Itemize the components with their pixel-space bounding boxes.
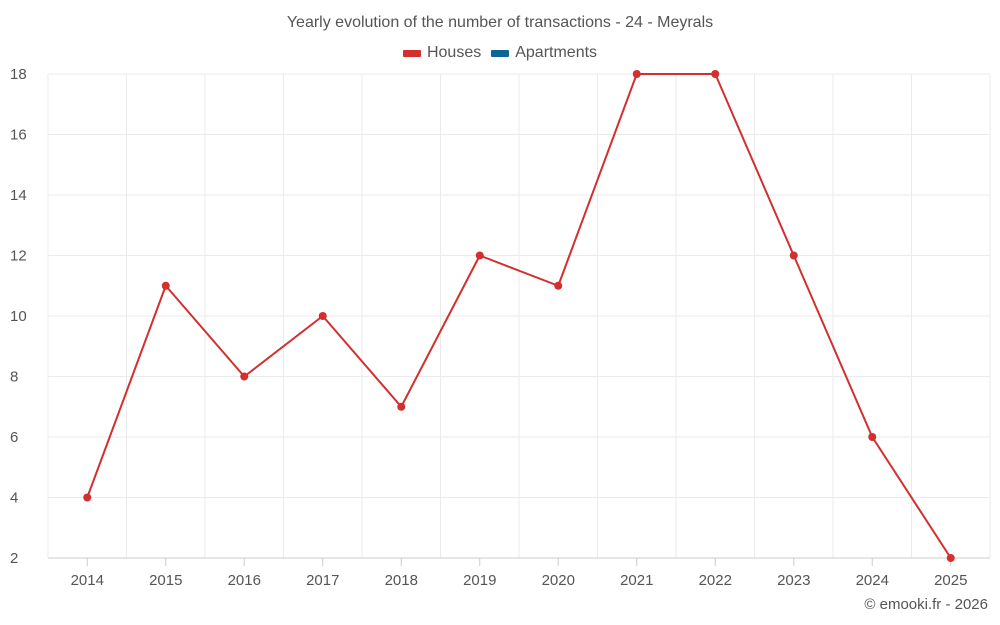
y-tick-label: 12 [10,248,27,265]
x-tick-label: 2016 [228,572,261,589]
data-point-houses [397,402,406,411]
series-line-houses [86,73,952,559]
y-tick-label: 10 [10,308,27,325]
legend-swatch-apartments [491,49,510,57]
data-point-houses [161,281,170,290]
y-tick-label: 4 [10,490,18,507]
chart-legend: Houses Apartments [0,44,1000,62]
credit-text: © emooki.fr - 2026 [864,596,988,613]
x-tick-label: 2025 [934,572,967,589]
legend-label-apartments: Apartments [515,44,598,61]
data-point-houses [554,281,563,290]
x-tick-label: 2023 [777,572,810,589]
data-point-houses [868,433,877,441]
legend-item-houses[interactable]: Houses [402,44,482,62]
y-tick-label: 8 [10,369,18,386]
chart-title: Yearly evolution of the number of transa… [286,14,714,31]
x-tick-label: 2018 [385,572,418,589]
y-tick-label: 18 [10,66,27,83]
x-tick-label: 2014 [71,572,104,589]
x-tick-label: 2019 [463,572,496,589]
x-tick-label: 2020 [542,572,575,589]
y-tick-label: 6 [10,429,18,446]
x-tick-label: 2022 [699,572,732,589]
data-point-houses [946,554,955,562]
y-tick-label: 2 [10,550,18,567]
data-point-houses [711,70,720,78]
legend-swatch-houses [402,49,421,57]
legend-label-houses: Houses [426,44,482,61]
y-tick-label: 14 [10,187,27,204]
legend-item-apartments[interactable]: Apartments [491,44,597,62]
data-point-houses [632,70,641,78]
data-point-houses [240,372,249,381]
x-tick-label: 2021 [620,572,653,589]
x-tick-label: 2017 [306,572,339,589]
data-point-houses [789,251,798,260]
data-point-houses [475,251,484,260]
x-tick-label: 2015 [149,572,182,589]
data-point-houses [83,493,92,502]
x-tick-label: 2024 [856,572,889,589]
data-point-houses [318,312,327,320]
y-tick-label: 16 [10,127,27,144]
